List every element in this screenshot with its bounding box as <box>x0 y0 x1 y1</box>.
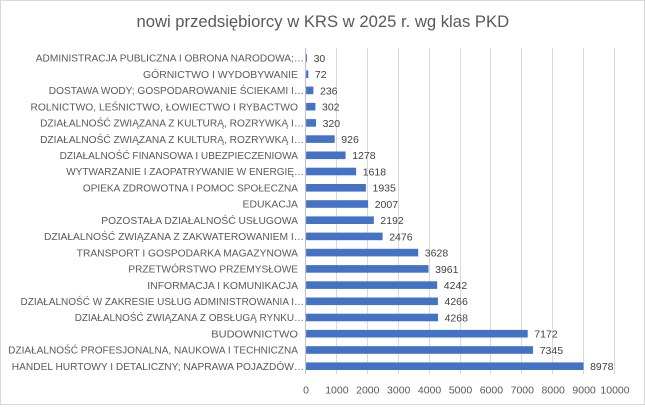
svg-text:6000: 6000 <box>480 384 504 396</box>
svg-text:1000: 1000 <box>325 384 349 396</box>
svg-text:3628: 3628 <box>425 248 449 260</box>
svg-text:7172: 7172 <box>534 329 558 341</box>
svg-text:4266: 4266 <box>445 296 469 308</box>
svg-text:0: 0 <box>303 384 309 396</box>
svg-text:926: 926 <box>341 134 359 146</box>
svg-text:INFORMACJA I KOMUNIKACJA: INFORMACJA I KOMUNIKACJA <box>147 281 298 292</box>
svg-text:7345: 7345 <box>540 345 564 357</box>
svg-text:4000: 4000 <box>418 384 442 396</box>
svg-text:2007: 2007 <box>375 199 399 211</box>
svg-text:BUDOWNICTWO: BUDOWNICTWO <box>211 329 298 340</box>
svg-text:7000: 7000 <box>511 384 535 396</box>
svg-text:1278: 1278 <box>352 150 376 162</box>
svg-text:3000: 3000 <box>387 384 411 396</box>
svg-text:8978: 8978 <box>590 361 614 373</box>
svg-text:1618: 1618 <box>363 166 387 178</box>
svg-text:DOSTAWA WODY; GOSPODAROWANIE Ś: DOSTAWA WODY; GOSPODAROWANIE ŚCIEKAMI I… <box>49 84 304 97</box>
svg-text:3961: 3961 <box>435 264 459 276</box>
svg-text:TRANSPORT I GOSPODARKA MAGAZYN: TRANSPORT I GOSPODARKA MAGAZYNOWA <box>77 248 299 259</box>
svg-text:DZIAŁALNOŚĆ FINANSOWA I UBEZPI: DZIAŁALNOŚĆ FINANSOWA I UBEZPIECZENIOWA <box>60 149 299 162</box>
svg-text:8000: 8000 <box>542 384 566 396</box>
svg-text:WYTWARZANIE I ZAOPATRYWANIE W: WYTWARZANIE I ZAOPATRYWANIE W ENERGIĘ… <box>66 167 304 178</box>
svg-text:236: 236 <box>320 85 338 97</box>
svg-text:2192: 2192 <box>380 215 404 227</box>
svg-text:302: 302 <box>322 102 340 114</box>
svg-text:GÓRNICTWO I WYDOBYWANIE: GÓRNICTWO I WYDOBYWANIE <box>143 68 298 81</box>
svg-text:1935: 1935 <box>373 183 397 195</box>
svg-text:PRZETWÓRSTWO PRZEMYSŁOWE: PRZETWÓRSTWO PRZEMYSŁOWE <box>128 263 298 276</box>
svg-text:OPIEKA ZDROWOTNA I POMOC SPOŁE: OPIEKA ZDROWOTNA I POMOC SPOŁECZNA <box>83 184 298 195</box>
svg-text:DZIAŁALNOŚĆ ZWIĄZANA Z KULTURĄ: DZIAŁALNOŚĆ ZWIĄZANA Z KULTURĄ, ROZRYWKĄ… <box>40 133 304 146</box>
svg-text:4242: 4242 <box>444 280 468 292</box>
svg-text:30: 30 <box>314 53 326 65</box>
svg-text:DZIAŁALNOŚĆ W ZAKRESIE USŁUG A: DZIAŁALNOŚĆ W ZAKRESIE USŁUG ADMINISTROW… <box>21 295 305 308</box>
svg-text:72: 72 <box>315 69 327 81</box>
svg-text:5000: 5000 <box>449 384 473 396</box>
svg-text:320: 320 <box>323 118 341 130</box>
svg-text:DZIAŁALNOŚĆ ZWIĄZANA Z OBSŁUGĄ: DZIAŁALNOŚĆ ZWIĄZANA Z OBSŁUGĄ RYNKU… <box>75 311 304 324</box>
svg-text:HANDEL HURTOWY I DETALICZNY; N: HANDEL HURTOWY I DETALICZNY; NAPRAWA POJ… <box>12 360 304 373</box>
svg-text:10000: 10000 <box>600 384 629 396</box>
svg-text:4268: 4268 <box>445 312 469 324</box>
svg-text:EDUKACJA: EDUKACJA <box>243 200 299 211</box>
svg-text:DZIAŁALNOŚĆ PROFESJONALNA, NAU: DZIAŁALNOŚĆ PROFESJONALNA, NAUKOWA I TEC… <box>8 344 298 357</box>
svg-text:nowi przedsiębiorcy w KRS w 20: nowi przedsiębiorcy w KRS w 2025 r. wg k… <box>136 12 509 31</box>
svg-text:ROLNICTWO, LEŚNICTWO, ŁOWIECTW: ROLNICTWO, LEŚNICTWO, ŁOWIECTWO I RYBACT… <box>31 100 299 113</box>
svg-text:2000: 2000 <box>356 384 380 396</box>
svg-text:DZIAŁALNOŚĆ ZWIĄZANA Z KULTURĄ: DZIAŁALNOŚĆ ZWIĄZANA Z KULTURĄ, ROZRYWKĄ… <box>40 117 304 130</box>
svg-text:POZOSTAŁA DZIAŁALNOŚĆ USŁUGOWA: POZOSTAŁA DZIAŁALNOŚĆ USŁUGOWA <box>101 214 298 227</box>
svg-text:9000: 9000 <box>572 384 596 396</box>
svg-text:2476: 2476 <box>389 231 413 243</box>
svg-text:ADMINISTRACJA PUBLICZNA I OBRO: ADMINISTRACJA PUBLICZNA I OBRONA NARODOW… <box>36 54 304 65</box>
svg-text:DZIAŁALNOŚĆ ZWIĄZANA Z ZAKWATE: DZIAŁALNOŚĆ ZWIĄZANA Z ZAKWATEROWANIEM I… <box>44 230 304 243</box>
